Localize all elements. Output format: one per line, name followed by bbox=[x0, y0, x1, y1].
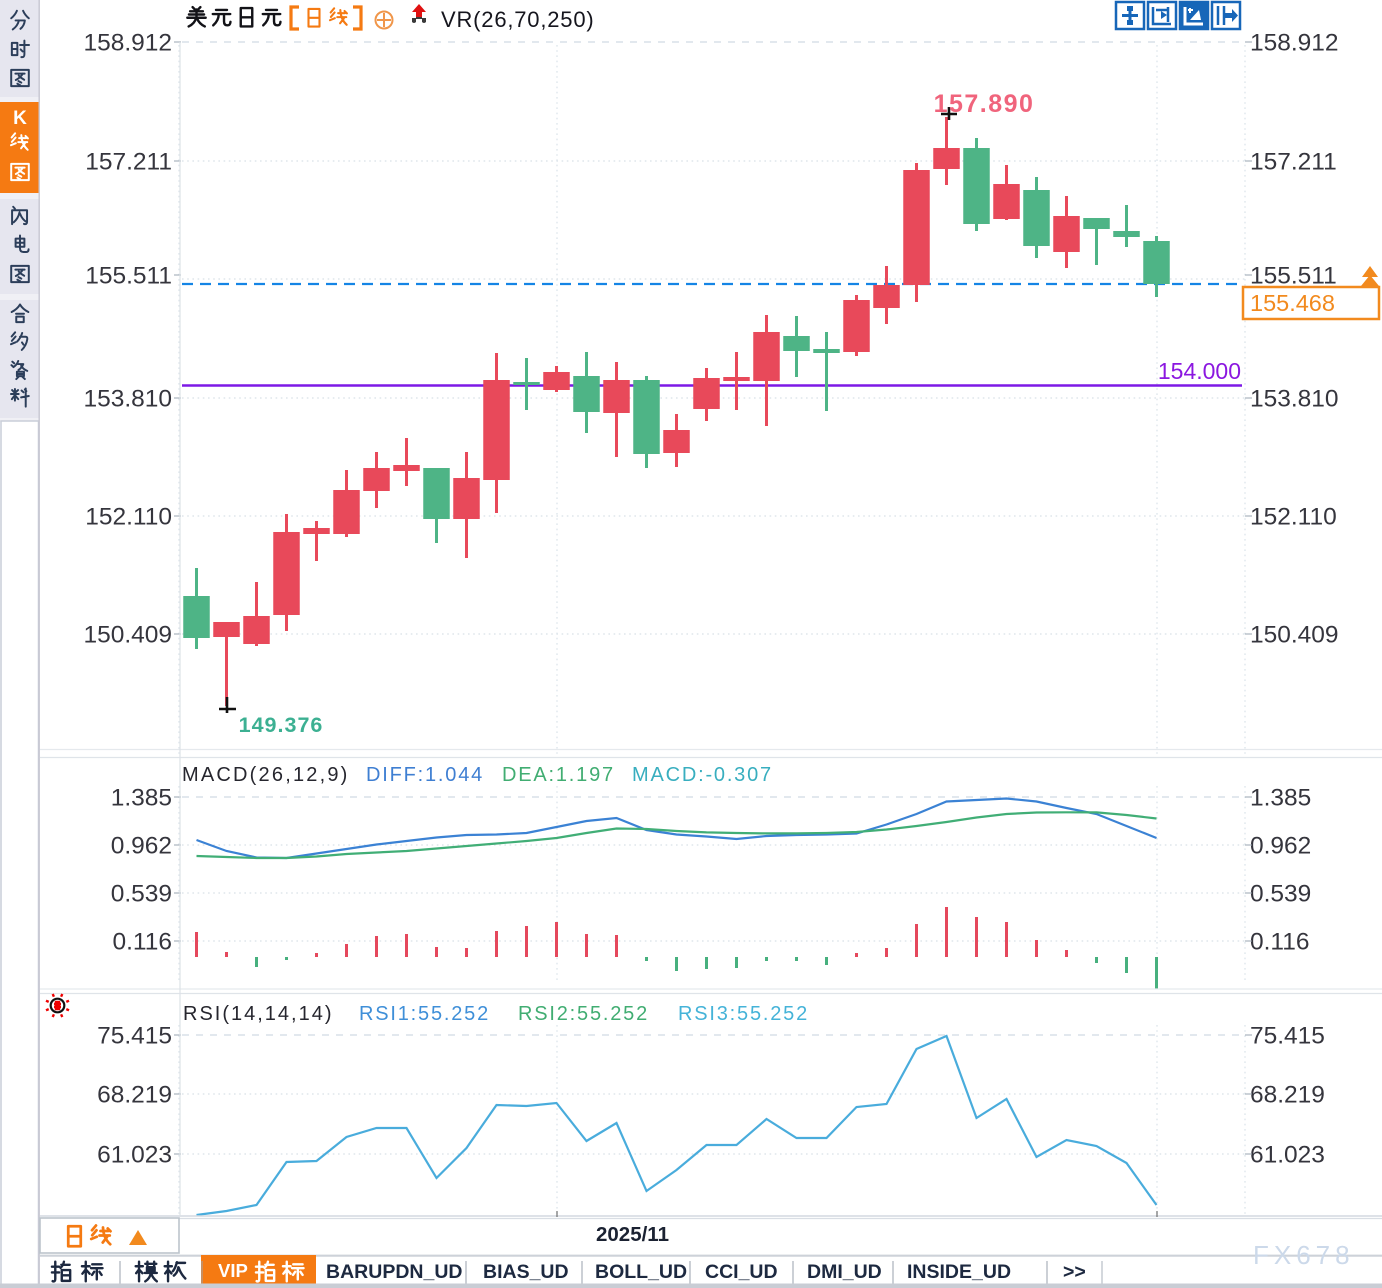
svg-text:0.539: 0.539 bbox=[1250, 881, 1311, 908]
svg-text:149.376: 149.376 bbox=[239, 713, 324, 737]
svg-text:>>: >> bbox=[1063, 1261, 1086, 1283]
svg-text:158.912: 158.912 bbox=[83, 30, 172, 57]
svg-text:150.409: 150.409 bbox=[83, 622, 172, 649]
svg-text:68.219: 68.219 bbox=[1250, 1082, 1325, 1109]
svg-text:150.409: 150.409 bbox=[1250, 622, 1339, 649]
svg-text:DEA:1.197: DEA:1.197 bbox=[502, 764, 615, 786]
svg-text:RSI2:55.252: RSI2:55.252 bbox=[518, 1003, 649, 1025]
svg-text:155.511: 155.511 bbox=[85, 263, 172, 290]
svg-text:INSIDE_UD: INSIDE_UD bbox=[907, 1261, 1011, 1283]
svg-text:2025/11: 2025/11 bbox=[596, 1223, 669, 1246]
svg-text:75.415: 75.415 bbox=[97, 1023, 172, 1050]
svg-text:MACD:-0.307: MACD:-0.307 bbox=[632, 764, 773, 786]
svg-text:BARUPDN_UD: BARUPDN_UD bbox=[326, 1261, 463, 1283]
svg-text:MACD(26,12,9): MACD(26,12,9) bbox=[182, 764, 350, 786]
svg-text:DIFF:1.044: DIFF:1.044 bbox=[366, 764, 484, 786]
svg-text:1.385: 1.385 bbox=[111, 785, 172, 812]
svg-text:VIP: VIP bbox=[218, 1260, 248, 1281]
svg-text:K: K bbox=[13, 108, 27, 129]
svg-text:158.912: 158.912 bbox=[1250, 30, 1339, 57]
svg-text:0.116: 0.116 bbox=[113, 929, 173, 956]
svg-text:157.211: 157.211 bbox=[85, 149, 172, 176]
svg-text:153.810: 153.810 bbox=[1250, 386, 1339, 413]
svg-text:VR(26,70,250): VR(26,70,250) bbox=[441, 7, 595, 32]
svg-text:75.415: 75.415 bbox=[1250, 1023, 1325, 1050]
svg-text:RSI3:55.252: RSI3:55.252 bbox=[678, 1003, 809, 1025]
svg-text:155.511: 155.511 bbox=[1250, 263, 1337, 290]
svg-text:RSI1:55.252: RSI1:55.252 bbox=[359, 1003, 490, 1025]
svg-text:0.539: 0.539 bbox=[111, 881, 172, 908]
svg-text:FX678: FX678 bbox=[1253, 1240, 1355, 1270]
svg-text:157.211: 157.211 bbox=[1250, 149, 1337, 176]
svg-text:BOLL_UD: BOLL_UD bbox=[595, 1261, 687, 1283]
svg-text:154.000: 154.000 bbox=[1158, 358, 1241, 384]
svg-text:153.810: 153.810 bbox=[83, 386, 172, 413]
svg-text:61.023: 61.023 bbox=[97, 1142, 172, 1169]
svg-text:BIAS_UD: BIAS_UD bbox=[483, 1261, 569, 1283]
svg-text:1.385: 1.385 bbox=[1250, 785, 1311, 812]
svg-text:155.468: 155.468 bbox=[1250, 290, 1335, 316]
svg-text:0.116: 0.116 bbox=[1250, 929, 1310, 956]
svg-text:0.962: 0.962 bbox=[111, 833, 172, 860]
svg-text:0.962: 0.962 bbox=[1250, 833, 1311, 860]
svg-text:157.890: 157.890 bbox=[934, 90, 1035, 118]
svg-text:152.110: 152.110 bbox=[1250, 504, 1337, 531]
svg-text:CCI_UD: CCI_UD bbox=[705, 1261, 778, 1283]
svg-text:152.110: 152.110 bbox=[85, 504, 172, 531]
svg-text:RSI(14,14,14): RSI(14,14,14) bbox=[183, 1003, 334, 1025]
svg-text:61.023: 61.023 bbox=[1250, 1142, 1325, 1169]
svg-text:DMI_UD: DMI_UD bbox=[807, 1261, 882, 1283]
svg-text:68.219: 68.219 bbox=[97, 1082, 172, 1109]
